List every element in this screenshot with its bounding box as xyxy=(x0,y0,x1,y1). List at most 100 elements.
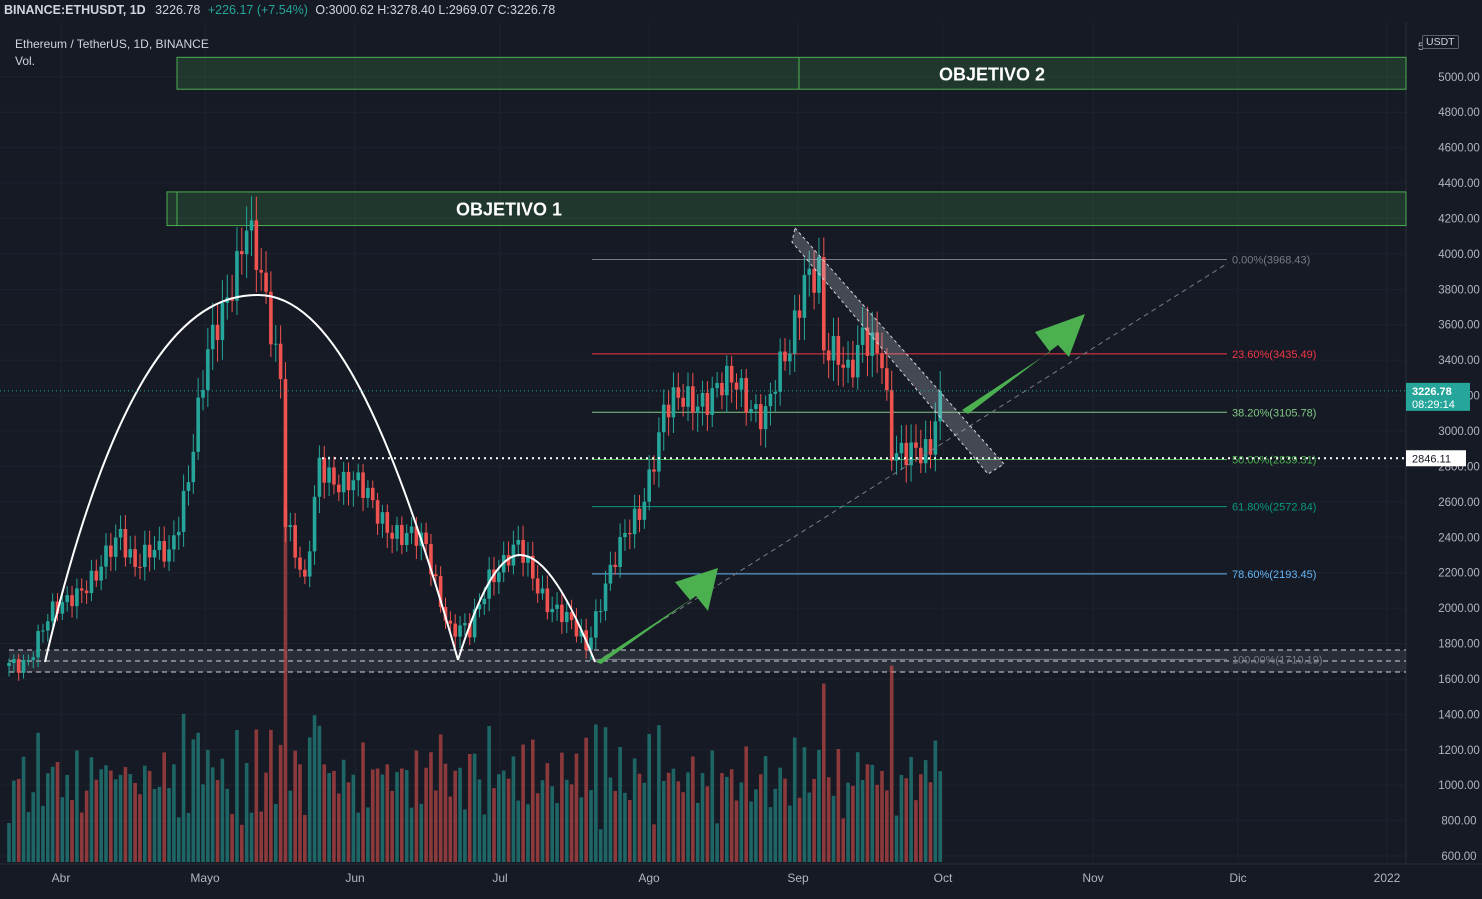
candle xyxy=(201,370,205,411)
candle-body xyxy=(482,598,487,605)
candle xyxy=(254,196,259,293)
candle xyxy=(671,372,676,434)
candle xyxy=(715,371,719,398)
candle xyxy=(511,530,516,575)
volume-bar xyxy=(147,770,152,862)
candle-body xyxy=(899,442,904,454)
candle xyxy=(94,559,99,588)
candle-body xyxy=(613,564,618,567)
volume-bar xyxy=(210,767,215,862)
candle xyxy=(923,420,928,473)
candle xyxy=(147,530,152,572)
candle-body xyxy=(75,588,79,607)
candle xyxy=(400,516,404,555)
candle-body xyxy=(356,472,360,481)
volume-bar xyxy=(928,782,933,862)
candle-body xyxy=(550,609,554,613)
cup-curve-large xyxy=(44,293,459,663)
volume-bar xyxy=(870,764,875,862)
volume-bar xyxy=(109,770,113,862)
candle-body xyxy=(390,532,394,539)
volume-bar xyxy=(734,800,739,862)
candle xyxy=(225,274,230,320)
candle-body xyxy=(531,555,535,579)
candle-body xyxy=(608,564,613,584)
candle xyxy=(720,372,724,410)
candle-body xyxy=(138,566,142,568)
volume-bar xyxy=(472,753,477,862)
volume-bar xyxy=(919,774,923,862)
candle xyxy=(138,553,142,580)
candle xyxy=(749,399,753,422)
volume-bar xyxy=(725,776,729,862)
volume-bar xyxy=(215,780,220,862)
candle-body xyxy=(802,275,807,318)
y-tick-label: 4800.00 xyxy=(1438,107,1480,119)
candle xyxy=(594,599,598,649)
candle-body xyxy=(938,390,942,422)
x-tick-label: Sep xyxy=(787,871,809,885)
volume-bar xyxy=(807,792,812,862)
volume-label[interactable]: Vol. xyxy=(15,54,36,68)
candle xyxy=(463,613,467,636)
currency-unit-button[interactable]: USDT xyxy=(1422,35,1459,49)
volume-bar xyxy=(579,797,584,862)
volume-bar xyxy=(841,818,845,862)
volume-bar xyxy=(94,779,99,862)
volume-bar xyxy=(831,795,836,862)
volume-bar xyxy=(909,756,913,862)
candle-body xyxy=(191,451,196,483)
volume-bar xyxy=(560,752,564,862)
candle-body xyxy=(259,269,263,273)
candle-body xyxy=(705,392,710,415)
candle xyxy=(429,533,433,586)
symbol-name[interactable]: BINANCE:ETHUSDT, 1D xyxy=(4,3,146,17)
y-tick-label: 3000.00 xyxy=(1438,426,1480,438)
volume-bar xyxy=(933,740,938,862)
x-tick-label: Abr xyxy=(52,871,71,885)
candle xyxy=(65,586,69,612)
candle-body xyxy=(516,540,521,545)
candle-body xyxy=(647,469,651,502)
volume-bar xyxy=(584,737,588,862)
candle-body xyxy=(569,611,574,621)
volume-bar xyxy=(589,790,593,862)
candle-body xyxy=(860,327,865,345)
candle-body xyxy=(409,526,414,534)
candle xyxy=(99,555,103,591)
candle xyxy=(370,480,375,509)
y-tick-label: 3800.00 xyxy=(1438,284,1480,296)
candle xyxy=(792,294,797,372)
y-tick-label: 4400.00 xyxy=(1438,178,1480,190)
grid xyxy=(0,22,1406,862)
candle xyxy=(560,592,564,634)
volume-bar xyxy=(836,748,841,862)
candle-body xyxy=(710,388,715,415)
volume-bar xyxy=(516,800,521,862)
candle xyxy=(618,523,622,578)
candle xyxy=(167,535,171,571)
volume-bar xyxy=(404,770,409,862)
x-tick-label: 2022 xyxy=(1374,871,1401,885)
pair-title[interactable]: Ethereum / TetherUS, 1D, BINANCE xyxy=(15,37,209,51)
volume-bar xyxy=(123,767,128,862)
candle xyxy=(846,341,850,384)
candle-body xyxy=(521,540,525,563)
candle-body xyxy=(506,555,511,566)
candle xyxy=(686,372,690,422)
candle-body xyxy=(293,525,297,558)
candle-body xyxy=(846,359,850,368)
candle xyxy=(700,380,705,426)
volume-bar xyxy=(400,768,404,862)
candle xyxy=(613,551,618,575)
candle-body xyxy=(16,659,21,673)
y-tick-label: 2200.00 xyxy=(1438,568,1480,580)
candle xyxy=(783,337,787,371)
candle xyxy=(885,348,889,401)
candle xyxy=(293,513,297,569)
candle-body xyxy=(763,406,768,430)
candle-body xyxy=(812,268,816,293)
candle-body xyxy=(244,230,249,255)
candle-body xyxy=(254,220,259,270)
